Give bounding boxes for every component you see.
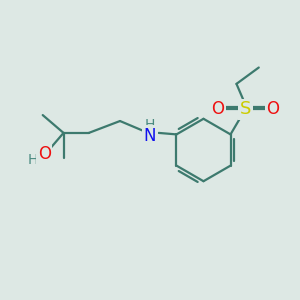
Text: O: O (38, 145, 51, 163)
Text: H: H (145, 118, 155, 132)
Text: O: O (212, 100, 224, 118)
Text: N: N (143, 127, 156, 145)
Text: S: S (240, 100, 251, 118)
Text: H: H (27, 153, 38, 167)
Text: O: O (266, 100, 279, 118)
